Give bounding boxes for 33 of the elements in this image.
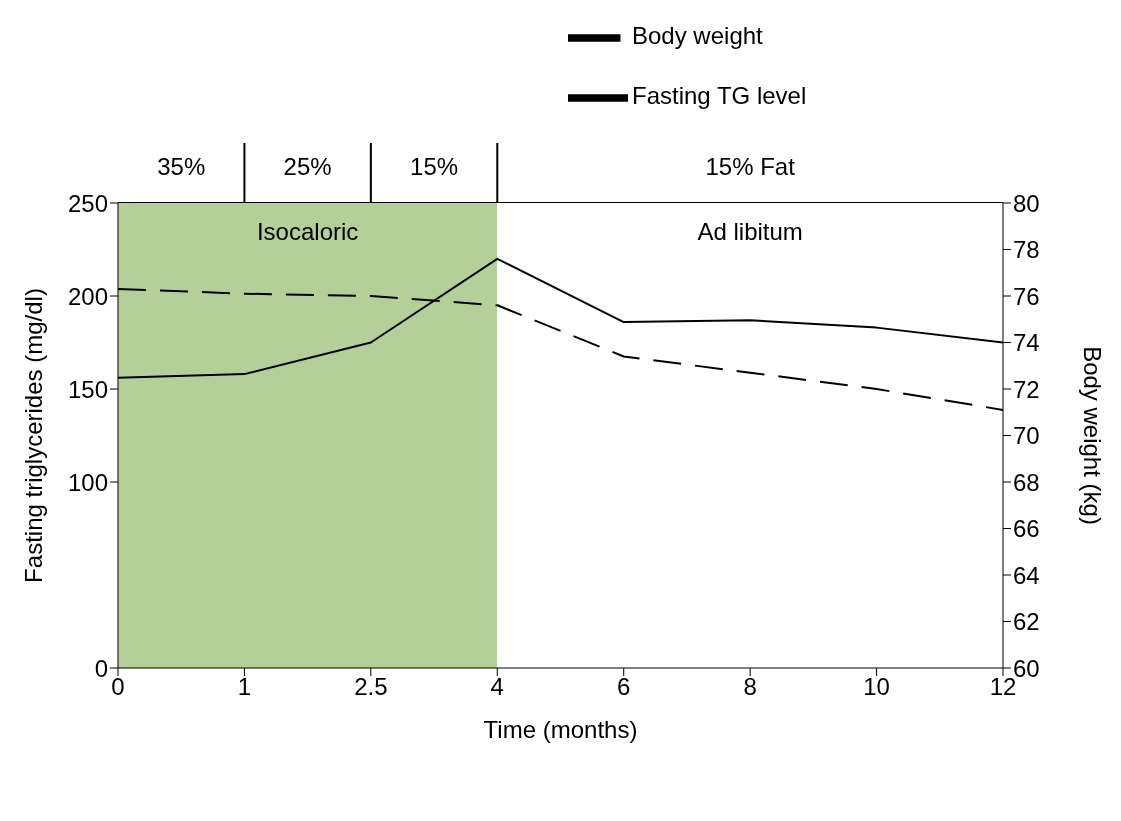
text: 15% Fat <box>705 153 796 180</box>
y2-axis-title: Body weight (kg) <box>1079 346 1107 525</box>
y-tick-label: 100 <box>67 468 108 496</box>
x-tick-label: 10 <box>863 673 890 701</box>
x-tick-label: 4 <box>490 673 504 701</box>
y2-tick-label: 70 <box>1013 422 1040 450</box>
band-label: Ad libitum <box>697 218 803 246</box>
y2-tick-label: 78 <box>1013 236 1040 264</box>
y-axis-title: Fasting triglycerides (mg/dl) <box>19 288 47 583</box>
y2-tick-label: 80 <box>1013 189 1040 217</box>
y2-tick-label: 66 <box>1013 515 1040 543</box>
y-tick-label: 150 <box>67 375 108 403</box>
y2-tick-label: 74 <box>1013 329 1040 357</box>
y-tick-label: 250 <box>67 189 108 217</box>
legend-label: Fasting TG level <box>632 82 807 110</box>
x-tick-label: 1 <box>237 673 252 701</box>
y-tick-label: 200 <box>67 282 108 310</box>
x-tick-label: 2.5 <box>354 673 388 701</box>
y-tick-label: 0 <box>94 654 108 682</box>
text: 25% <box>283 153 332 180</box>
y2-tick-label: 72 <box>1013 375 1040 403</box>
y2-tick-label: 68 <box>1013 468 1040 496</box>
x-axis-title: Time (months) <box>483 716 638 743</box>
text: 35% <box>157 153 206 180</box>
legend-label: Body weight <box>632 22 763 50</box>
y2-tick-label: 64 <box>1013 561 1040 589</box>
x-tick-label: 8 <box>743 673 757 701</box>
x-tick-label: 0 <box>111 673 125 701</box>
y2-tick-label: 62 <box>1013 608 1040 636</box>
x-tick-label: 6 <box>617 673 631 701</box>
text: 15% <box>410 153 459 180</box>
band-label: Isocaloric <box>256 218 359 246</box>
y2-tick-label: 76 <box>1013 282 1040 310</box>
